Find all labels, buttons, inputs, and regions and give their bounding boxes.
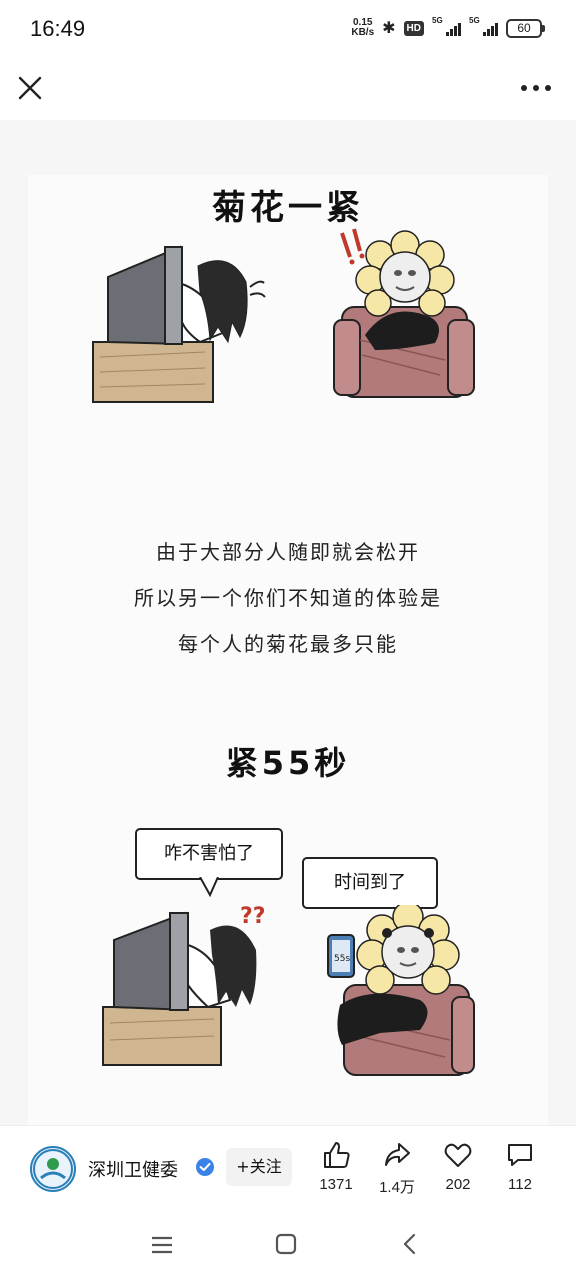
bluetooth-icon: ✱ [382,20,396,37]
close-icon [18,76,42,100]
article-content[interactable]: 菊花一紧 由于大部分人随即就会松开 所以另一个你们不知道的体验是 每个人的菊花最… [0,120,576,1125]
back-icon[interactable] [398,1232,422,1256]
verified-icon [196,1158,214,1176]
network-speed-value: 0.15 [353,17,373,28]
article-line-1: 由于大部分人随即就会松开 [156,540,420,564]
author-avatar[interactable] [30,1146,76,1192]
status-bar: 16:49 0.15 KB/s ✱ HD 5G 5G 60 [0,0,576,60]
speech-bubble-right: 时间到了 [302,857,438,909]
signal-icon-2: 5G [469,16,498,36]
article-line-2: 所以另一个你们不知道的体验是 [134,586,442,610]
comment-count: 112 [508,1176,532,1193]
comment-icon [508,1144,532,1166]
sunflower-sofa-illustration [333,228,475,398]
hd-badge: HD [403,20,424,36]
article-line-3: 每个人的菊花最多只能 [178,632,398,656]
article-title-bottom: 紧55秒 [225,744,351,782]
navigation-bar [0,1215,576,1280]
tv-ghost-illustration [92,245,266,403]
home-icon[interactable] [274,1232,298,1256]
favorite-button[interactable]: 202 [428,1140,488,1193]
health-logo-icon [33,1149,73,1189]
speech-bubble-left: 咋不害怕了 [135,828,283,880]
comment-button[interactable]: 112 [490,1140,550,1193]
network-speed: 0.15 KB/s [351,18,374,38]
tv-ghost-confused-illustration: ?? [102,904,266,1066]
signal-icon: 5G [432,16,461,36]
phone-screen-text: 55s [334,954,350,964]
status-icons: 0.15 KB/s ✱ HD 5G 5G 60 [351,16,545,38]
like-button[interactable]: 1371 [306,1140,366,1193]
top-bar [0,60,576,120]
sunflower-phone-illustration: 55s [327,905,475,1076]
share-icon [385,1143,410,1166]
battery-icon: 60 [506,18,545,38]
svg-text:??: ?? [240,904,266,929]
network-type-label: 5G [432,16,443,25]
network-type-label-2: 5G [469,16,480,25]
thumbs-up-icon [324,1142,350,1168]
article-title-top: 菊花一紧 [212,188,364,228]
more-button[interactable] [518,76,554,100]
author-name[interactable]: 深圳卫健委 [88,1160,178,1181]
action-bar: 深圳卫健委 +关注 1371 1.4万 202 112 [0,1125,576,1215]
heart-icon [444,1143,472,1167]
menu-icon[interactable] [150,1233,174,1257]
bubble-tail-left [199,877,219,897]
more-icon [521,85,551,91]
network-speed-unit: KB/s [351,27,375,38]
status-time: 16:49 [30,16,86,41]
close-button[interactable] [14,72,46,104]
follow-button[interactable]: +关注 [226,1148,292,1186]
share-count: 1.4万 [379,1179,415,1196]
share-button[interactable]: 1.4万 [367,1140,427,1197]
like-count: 1371 [319,1176,353,1193]
favorite-count: 202 [445,1176,471,1193]
